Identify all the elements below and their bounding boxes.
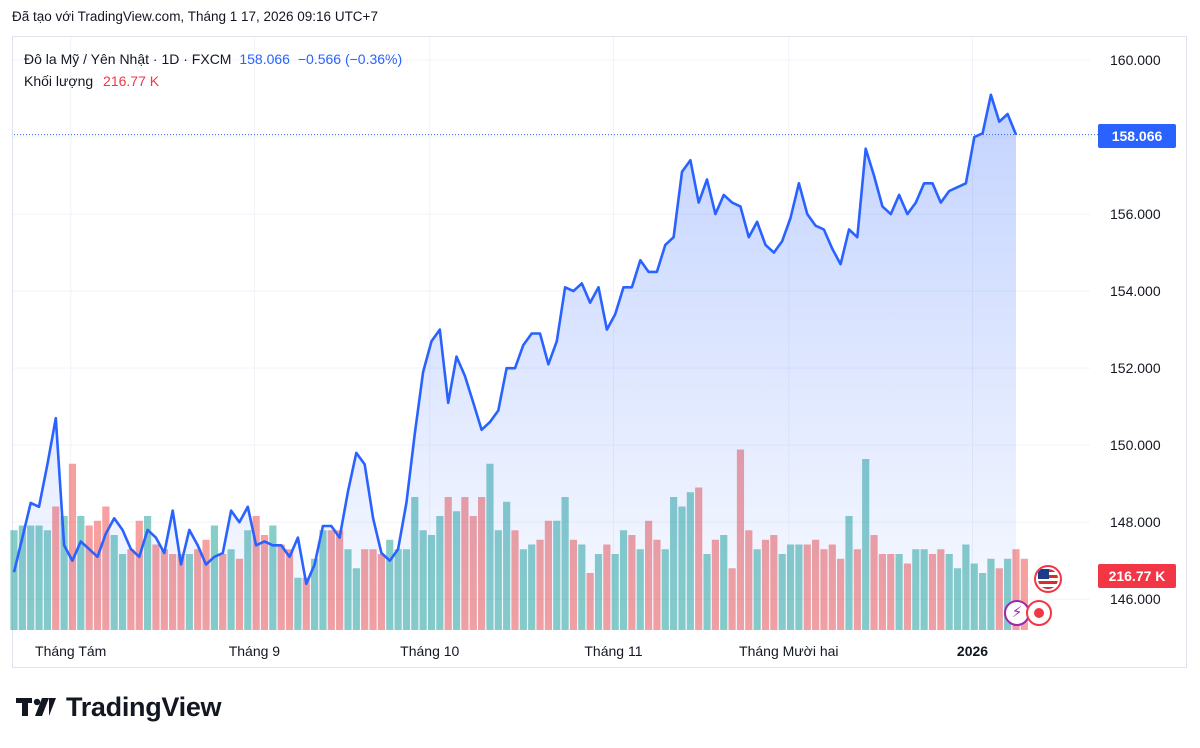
x-tick-label: Tháng Tám (35, 643, 106, 659)
volume-bar (68, 463, 77, 630)
legend-change: −0.566 (−0.36%) (297, 51, 403, 67)
tradingview-logo: TradingView (16, 690, 222, 724)
tradingview-logo-icon (16, 698, 56, 716)
legend-volume-value: 216.77 K (103, 73, 160, 89)
y-tick-label: 146.000 (1110, 591, 1161, 607)
price-area-fill (14, 94, 1016, 631)
chart-caption: Đã tạo với TradingView.com, Tháng 1 17, … (12, 9, 378, 24)
y-tick-label: 148.000 (1110, 514, 1161, 530)
last-volume-badge: 216.77 K (1098, 564, 1176, 588)
brand-name: TradingView (66, 691, 222, 722)
legend-price: 158.066 (239, 51, 290, 67)
x-tick-label: Tháng 9 (229, 643, 281, 659)
price-line-group (12, 93, 1098, 586)
volume-bar (1020, 558, 1028, 630)
y-tick-label: 150.000 (1110, 437, 1161, 453)
price-area (14, 94, 1016, 631)
axis-labels: 160.000158.000156.000154.000152.000150.0… (35, 52, 1161, 659)
y-tick-label: 154.000 (1110, 283, 1161, 299)
legend-symbol[interactable]: Đô la Mỹ / Yên Nhật · 1D · FXCM (24, 51, 232, 67)
y-tick-label: 152.000 (1110, 360, 1161, 376)
chart-legend: Đô la Mỹ / Yên Nhật · 1D · FXCM 158.066 … (24, 48, 402, 92)
y-tick-label: 160.000 (1110, 52, 1161, 68)
last-price-badge: 158.066 (1098, 124, 1176, 148)
record-event-icon[interactable] (1026, 600, 1052, 626)
x-tick-label: Tháng Mười hai (739, 643, 838, 659)
x-tick-label: Tháng 11 (584, 643, 642, 659)
chart-frame (12, 36, 1187, 668)
legend-volume-label[interactable]: Khối lượng (24, 73, 94, 89)
y-tick-label: 156.000 (1110, 206, 1161, 222)
x-tick-label: 2026 (957, 643, 988, 659)
x-tick-label: Tháng 10 (400, 643, 459, 659)
us-flag-icon[interactable] (1034, 565, 1062, 593)
price-line (12, 93, 1018, 586)
